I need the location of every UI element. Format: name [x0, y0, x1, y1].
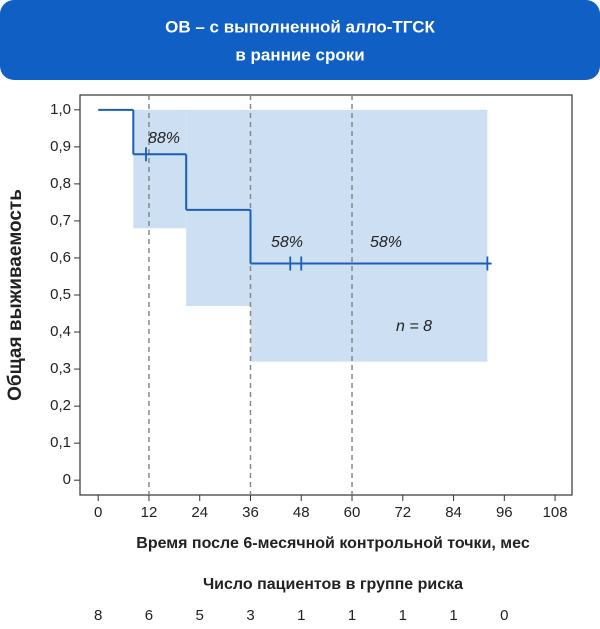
annotation: 88% [148, 130, 180, 147]
at-risk-count: 1 [297, 607, 305, 624]
x-axis-label: Время после 6-месячной контрольной точки… [136, 535, 530, 552]
x-tick-label: 24 [191, 504, 208, 521]
at-risk-count: 6 [145, 607, 153, 624]
annotation: n = 8 [396, 318, 432, 335]
title-banner [0, 0, 600, 80]
y-tick-label: 0,5 [50, 286, 71, 303]
confidence-band [186, 109, 251, 307]
at-risk-count: 1 [399, 607, 407, 624]
at-risk-count: 1 [449, 607, 457, 624]
y-axis-label: Общая выживаемость [5, 189, 26, 401]
y-tick-label: 0,1 [50, 434, 71, 451]
y-tick-label: 0,7 [50, 212, 71, 229]
annotation: 58% [271, 234, 303, 251]
y-tick-label: 0,9 [50, 138, 71, 155]
confidence-band [133, 109, 187, 229]
x-tick-label: 108 [543, 504, 568, 521]
y-tick-label: 0,6 [50, 249, 71, 266]
at-risk-count: 1 [348, 607, 356, 624]
x-tick-label: 60 [344, 504, 361, 521]
risk-table-title: Число пациентов в группе риска [203, 576, 463, 593]
y-tick-label: 0,4 [50, 323, 71, 340]
x-tick-label: 72 [394, 504, 411, 521]
at-risk-count: 3 [246, 607, 254, 624]
at-risk-count: 0 [500, 607, 508, 624]
x-tick-label: 0 [94, 504, 102, 521]
chart-title: ОВ – с выполненной алло-ТГСК [165, 17, 435, 36]
y-tick-label: 1,0 [50, 101, 71, 118]
y-tick-label: 0 [63, 471, 71, 488]
chart-title: в ранние сроки [235, 45, 364, 64]
at-risk-count: 5 [196, 607, 204, 624]
y-tick-label: 0,2 [50, 397, 71, 414]
x-tick-label: 96 [496, 504, 513, 521]
x-tick-label: 48 [293, 504, 310, 521]
at-risk-count: 8 [94, 607, 102, 624]
y-tick-label: 0,3 [50, 360, 71, 377]
x-tick-label: 12 [141, 504, 158, 521]
annotation: 58% [370, 234, 402, 251]
x-tick-label: 36 [242, 504, 259, 521]
x-tick-label: 84 [445, 504, 462, 521]
confidence-band [250, 109, 488, 362]
y-tick-label: 0,8 [50, 175, 71, 192]
